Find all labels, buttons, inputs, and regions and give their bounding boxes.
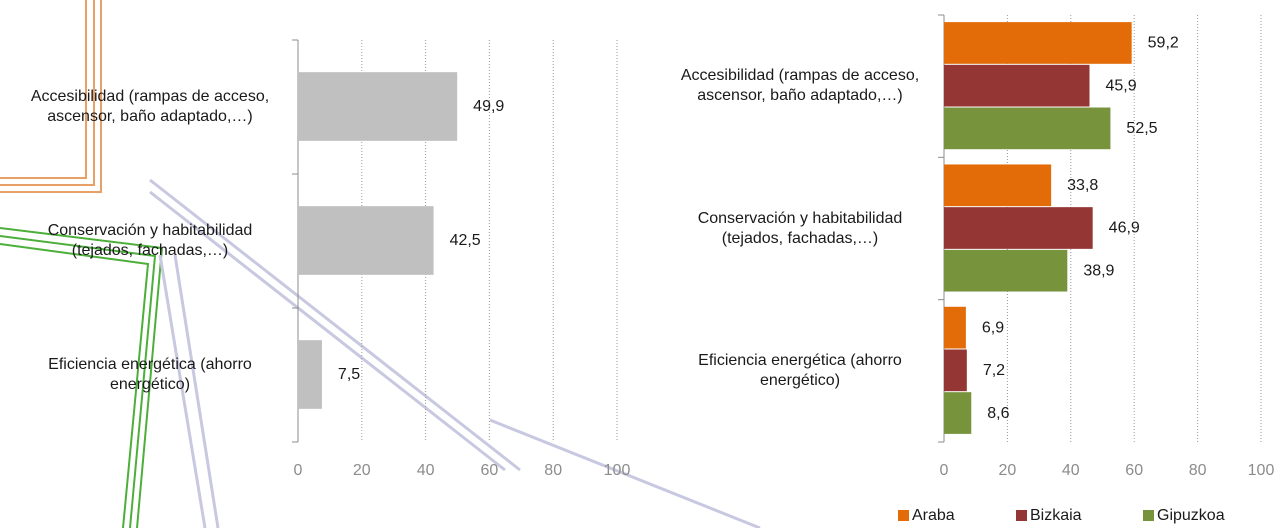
value-label: 7,2 — [983, 362, 1005, 379]
legend-swatch — [898, 510, 909, 521]
legend-swatch — [1016, 510, 1027, 521]
bar — [944, 207, 1093, 249]
legend-label: Araba — [912, 507, 955, 524]
category-label: Accesibilidad (rampas de acceso, ascenso… — [30, 88, 270, 125]
bar — [944, 22, 1132, 64]
bar — [298, 340, 322, 409]
bar — [944, 349, 967, 392]
value-label: 45,9 — [1106, 77, 1137, 94]
bar — [944, 306, 966, 349]
value-label: 33,8 — [1067, 177, 1098, 194]
x-tick-label: 0 — [294, 462, 303, 479]
bar — [944, 249, 1068, 292]
value-label: 38,9 — [1083, 262, 1114, 279]
x-tick-label: 100 — [1248, 462, 1275, 479]
legend-label: Gipuzkoa — [1157, 507, 1225, 524]
value-label: 49,9 — [473, 98, 504, 115]
x-tick-label: 0 — [940, 462, 949, 479]
value-label: 7,5 — [338, 366, 360, 383]
bar — [298, 72, 458, 141]
x-tick-label: 100 — [604, 462, 631, 479]
bar — [944, 107, 1111, 150]
bar — [298, 206, 434, 275]
x-tick-label: 60 — [481, 462, 499, 479]
value-label: 8,6 — [987, 405, 1009, 422]
legend-label: Bizkaia — [1030, 507, 1082, 524]
x-tick-label: 20 — [999, 462, 1017, 479]
category-label: Conservación y habitabilidad (tejados, f… — [697, 209, 903, 247]
x-tick-label: 60 — [1125, 462, 1143, 479]
x-tick-label: 20 — [353, 462, 371, 479]
bar — [944, 392, 972, 434]
value-label: 42,5 — [450, 232, 481, 249]
category-label: Conservación y habitabilidad (tejados, f… — [47, 222, 253, 259]
category-label: Eficiencia energética (ahorro energético… — [698, 351, 902, 389]
value-label: 6,9 — [982, 319, 1004, 336]
bar — [944, 64, 1090, 107]
x-tick-label: 80 — [544, 462, 562, 479]
value-label: 59,2 — [1148, 35, 1179, 52]
category-label: Eficiencia energética (ahorro energético… — [48, 356, 252, 393]
value-label: 52,5 — [1126, 120, 1157, 137]
bar — [944, 164, 1052, 207]
x-tick-label: 80 — [1189, 462, 1207, 479]
category-label: Accesibilidad (rampas de acceso, ascenso… — [680, 67, 920, 105]
x-tick-label: 40 — [417, 462, 435, 479]
decoration — [0, 0, 761, 528]
value-label: 46,9 — [1109, 220, 1140, 237]
legend-swatch — [1143, 510, 1154, 521]
x-tick-label: 40 — [1062, 462, 1080, 479]
